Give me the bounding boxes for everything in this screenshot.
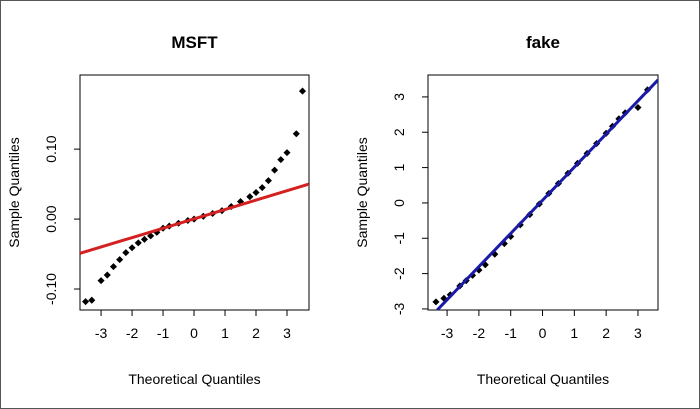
y-tick-label: 2 <box>391 128 407 136</box>
x-axis-label: Theoretical Quantiles <box>128 371 260 387</box>
point <box>82 298 90 306</box>
point <box>432 298 440 306</box>
y-axis-label: Sample Quantiles <box>6 137 22 248</box>
point <box>97 277 105 285</box>
point <box>147 232 155 240</box>
x-tick-label: -1 <box>157 325 170 341</box>
x-tick-label: 2 <box>602 325 610 341</box>
point <box>116 256 124 264</box>
point <box>283 149 291 157</box>
point <box>277 156 285 164</box>
point <box>264 177 272 185</box>
chart-title: MSFT <box>171 33 218 52</box>
x-tick-label: -1 <box>504 325 517 341</box>
x-tick-label: 0 <box>190 325 198 341</box>
x-tick-label: 3 <box>634 325 642 341</box>
y-tick-label: 0.00 <box>43 205 59 232</box>
point <box>298 87 307 95</box>
point <box>103 271 111 279</box>
plot-layer <box>432 78 658 310</box>
point <box>140 235 148 243</box>
point <box>122 249 130 257</box>
y-tick-label: -3 <box>391 303 407 316</box>
chart-title: fake <box>526 33 560 52</box>
reference-line <box>80 182 309 255</box>
point <box>271 166 279 174</box>
x-tick-label: 1 <box>221 325 229 341</box>
point <box>634 103 642 112</box>
x-tick-label: -3 <box>95 325 108 341</box>
x-axis-label: Theoretical Quantiles <box>477 371 609 387</box>
point <box>128 244 136 252</box>
point <box>292 130 300 138</box>
y-tick-label: 1 <box>391 163 407 171</box>
point <box>258 184 266 192</box>
y-tick-label: -1 <box>391 232 407 245</box>
x-tick-label: 2 <box>252 325 260 341</box>
x-tick-label: 3 <box>283 325 291 341</box>
x-tick-label: 1 <box>570 325 578 341</box>
y-tick-label: -2 <box>391 267 407 280</box>
x-tick-label: 0 <box>539 325 547 341</box>
y-tick-label: -0.10 <box>43 273 59 305</box>
point <box>246 193 254 201</box>
y-tick-label: 3 <box>391 93 407 101</box>
x-tick-label: -2 <box>126 325 139 341</box>
point <box>109 263 118 271</box>
y-tick-label: 0.10 <box>43 135 59 162</box>
y-tick-label: 0 <box>391 199 407 207</box>
plot-layer <box>80 87 309 306</box>
point <box>88 296 96 304</box>
x-tick-label: -2 <box>473 325 486 341</box>
x-tick-label: -3 <box>441 325 454 341</box>
y-axis-label: Sample Quantiles <box>354 137 370 248</box>
point <box>134 239 142 247</box>
reference-line <box>436 78 658 310</box>
